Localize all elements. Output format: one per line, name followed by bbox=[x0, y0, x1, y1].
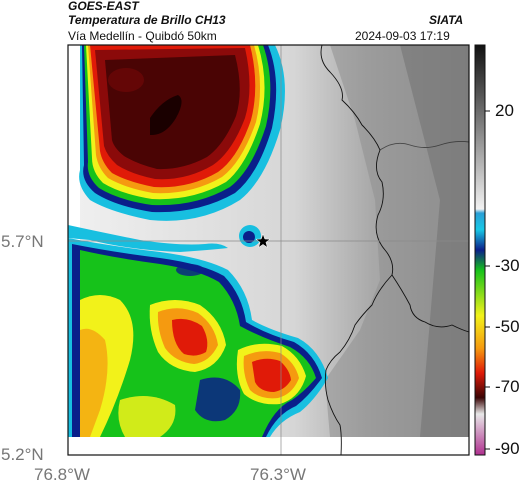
colorbar-tick-label: 20 bbox=[495, 101, 514, 120]
lon-tick-label: 76.8°W bbox=[34, 465, 90, 484]
product-title: Temperatura de Brillo CH13 bbox=[68, 13, 226, 27]
colorbar-tick-label: -30 bbox=[495, 256, 520, 275]
lon-tick-label: 76.3°W bbox=[250, 465, 306, 484]
southern-cloud-cluster bbox=[68, 238, 328, 437]
northern-cloud-cluster bbox=[79, 45, 285, 221]
brightness-temperature-map bbox=[68, 45, 469, 455]
lat-tick-label: 5.7°N bbox=[1, 232, 44, 251]
temperature-colorbar bbox=[474, 44, 490, 456]
boundary-lines bbox=[320, 45, 469, 455]
colorbar-tick-label: -90 bbox=[495, 439, 520, 458]
star-marker bbox=[255, 233, 271, 249]
satellite-name: GOES-EAST bbox=[68, 0, 139, 13]
brand-label: SIATA bbox=[429, 13, 464, 27]
map-frame bbox=[67, 44, 470, 456]
lat-tick-label: 5.2°N bbox=[1, 445, 44, 464]
isolated-cloud-cell bbox=[239, 225, 261, 247]
colorbar-tick-label: -70 bbox=[495, 377, 520, 396]
timestamp-label: 2024-09-03 17:19 bbox=[355, 29, 450, 43]
region-subtitle: Vía Medellín - Quibdó 50km bbox=[68, 29, 217, 43]
colorbar-tick-label: -50 bbox=[495, 317, 520, 336]
